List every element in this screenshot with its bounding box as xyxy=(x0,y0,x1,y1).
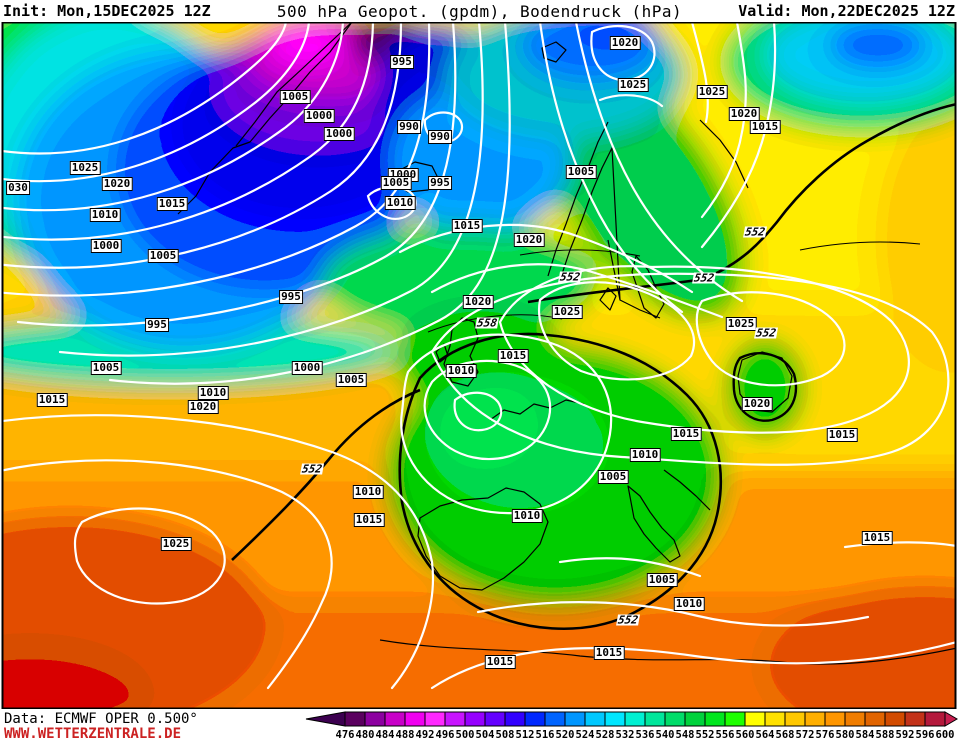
colorbar-tick-label: 568 xyxy=(776,729,795,741)
map-header: Init: Mon,15DEC2025 12Z 500 hPa Geopot. … xyxy=(0,0,959,22)
init-time-label: Init: Mon,15DEC2025 12Z xyxy=(3,2,211,20)
colorbar-segment xyxy=(924,711,946,727)
coastlines xyxy=(177,22,956,665)
colorbar-segment xyxy=(624,711,646,727)
colorbar-segment xyxy=(884,711,906,727)
colorbar-tick-label: 584 xyxy=(856,729,875,741)
colorbar-tick-label: 556 xyxy=(716,729,735,741)
map-footer: Data: ECMWF OPER 0.500° WWW.WETTERZENTRA… xyxy=(0,709,959,741)
colorbar-segment xyxy=(684,711,706,727)
chart-title: 500 hPa Geopot. (gpdm), Bodendruck (hPa) xyxy=(276,2,683,21)
colorbar-segment xyxy=(504,711,526,727)
colorbar-segment xyxy=(384,711,406,727)
colorbar-tick-label: 588 xyxy=(876,729,895,741)
colorbar-tick-label: 560 xyxy=(736,729,755,741)
colorbar-segment xyxy=(764,711,786,727)
data-source-label: Data: ECMWF OPER 0.500° xyxy=(4,711,198,727)
colorbar-tick-label: 532 xyxy=(616,729,635,741)
colorbar-tick-label: 600 xyxy=(936,729,955,741)
colorbar-segment xyxy=(644,711,666,727)
colorbar-segment xyxy=(744,711,766,727)
colorbar-segment xyxy=(844,711,866,727)
colorbar-tick-label: 576 xyxy=(816,729,835,741)
colorbar-segment xyxy=(864,711,886,727)
colorbar-tick-label: 512 xyxy=(516,729,535,741)
colorbar-tick-label: 536 xyxy=(636,729,655,741)
colorbar: 476 480 484 488 492 496 500 504 508 512 516 520 524 5… xyxy=(305,711,958,741)
colorbar-tick-label: 540 xyxy=(656,729,675,741)
colorbar-tick-label: 504 xyxy=(476,729,495,741)
colorbar-tick-label: 520 xyxy=(556,729,575,741)
colorbar-tick-label: 476 xyxy=(336,729,355,741)
colorbar-segment xyxy=(524,711,546,727)
colorbar-segment xyxy=(344,711,366,727)
colorbar-segment xyxy=(704,711,726,727)
valid-time-label: Valid: Mon,22DEC2025 12Z xyxy=(738,2,955,20)
colorbar-segment xyxy=(804,711,826,727)
colorbar-tick-label: 508 xyxy=(496,729,515,741)
colorbar-tick-label: 480 xyxy=(356,729,375,741)
colorbar-tick-label: 580 xyxy=(836,729,855,741)
colorbar-tick-label: 528 xyxy=(596,729,615,741)
map-border xyxy=(1,21,957,710)
colorbar-left-arrow xyxy=(305,711,346,727)
colorbar-segment xyxy=(544,711,566,727)
colorbar-tick-label: 572 xyxy=(796,729,815,741)
colorbar-segment xyxy=(484,711,506,727)
colorbar-segment xyxy=(724,711,746,727)
colorbar-segment xyxy=(364,711,386,727)
colorbar-tick-label: 500 xyxy=(456,729,475,741)
colorbar-segment xyxy=(404,711,426,727)
colorbar-tick-label: 596 xyxy=(916,729,935,741)
colorbar-tick-label: 496 xyxy=(436,729,455,741)
colorbar-tick-label: 548 xyxy=(676,729,695,741)
colorbar-tick-label: 524 xyxy=(576,729,595,741)
colorbar-tick-label: 484 xyxy=(376,729,395,741)
wetterzentrale-link[interactable]: WWW.WETTERZENTRALE.DE xyxy=(4,726,182,741)
colorbar-segment xyxy=(464,711,486,727)
colorbar-tick-label: 488 xyxy=(396,729,415,741)
colorbar-segment xyxy=(784,711,806,727)
colorbar-tick-label: 516 xyxy=(536,729,555,741)
colorbar-tick-label: 552 xyxy=(696,729,715,741)
colorbar-segment xyxy=(564,711,586,727)
colorbar-segment xyxy=(424,711,446,727)
colorbar-segment xyxy=(444,711,466,727)
colorbar-segment xyxy=(604,711,626,727)
colorbar-tick-label: 564 xyxy=(756,729,775,741)
colorbar-tick-label: 592 xyxy=(896,729,915,741)
colorbar-segment xyxy=(664,711,686,727)
colorbar-tick-label: 492 xyxy=(416,729,435,741)
colorbar-segment xyxy=(904,711,926,727)
colorbar-segment xyxy=(824,711,846,727)
colorbar-right-arrow xyxy=(944,711,958,727)
colorbar-segment xyxy=(584,711,606,727)
